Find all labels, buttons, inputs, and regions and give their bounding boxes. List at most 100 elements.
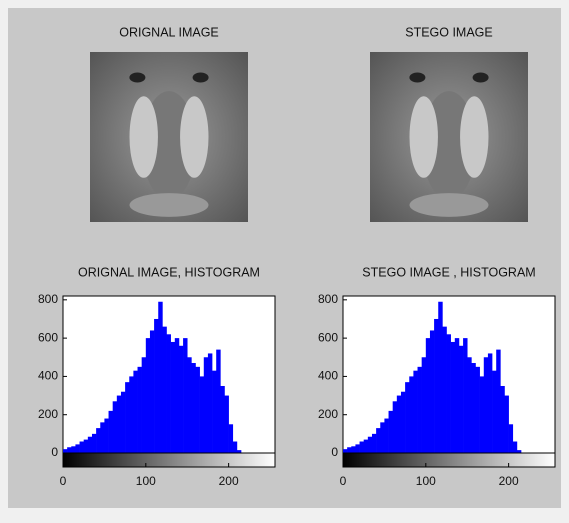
bar (195, 366, 200, 453)
y-tick-label: 400 (38, 369, 58, 383)
bar (191, 363, 196, 453)
bar (87, 436, 93, 453)
bar (458, 345, 464, 453)
bar (396, 395, 402, 453)
bar (141, 357, 147, 453)
bar (438, 301, 443, 453)
bar (475, 366, 480, 453)
image-cheek (409, 96, 438, 178)
bar (232, 441, 238, 453)
bar (442, 326, 447, 453)
x-tick-label: 0 (60, 474, 67, 488)
image (370, 52, 528, 222)
bar (479, 376, 485, 453)
bar (75, 444, 80, 453)
x-tick-label: 100 (416, 474, 436, 488)
bar (504, 395, 509, 453)
x-tick-label: 200 (499, 474, 519, 488)
y-tick-label: 800 (38, 292, 58, 306)
bar (343, 449, 348, 453)
bar (425, 338, 431, 453)
image (90, 52, 248, 222)
bar (500, 385, 505, 453)
bar (467, 357, 472, 453)
bar (405, 382, 410, 453)
bar (450, 341, 456, 453)
bar (429, 330, 435, 453)
chart-title: ORIGNAL IMAGE (119, 25, 219, 39)
bar (371, 433, 377, 453)
bar (149, 330, 155, 453)
bar (224, 395, 229, 453)
bar (359, 441, 365, 453)
bar (133, 370, 138, 453)
bar (347, 447, 352, 453)
y-tick-label: 600 (318, 330, 338, 344)
bar (83, 439, 89, 453)
bar (434, 318, 439, 453)
bar (187, 357, 192, 453)
bar (100, 422, 105, 453)
bar (463, 338, 468, 453)
bar (236, 450, 242, 453)
chart-title: STEGO IMAGE , HISTOGRAM (362, 265, 535, 279)
bar (108, 410, 113, 453)
bar (199, 376, 205, 453)
bar (216, 349, 221, 453)
bar (203, 357, 209, 453)
bar (376, 428, 381, 453)
bar (220, 385, 225, 453)
bar (63, 449, 68, 453)
image-eye (472, 72, 489, 83)
chart-title: STEGO IMAGE (405, 25, 493, 39)
bar (496, 349, 501, 453)
bar (483, 357, 489, 453)
bar (454, 338, 460, 453)
bar (162, 326, 167, 453)
bar (125, 382, 130, 453)
image-cheek (129, 96, 158, 178)
bar (367, 436, 373, 453)
image-cheek (460, 96, 489, 178)
bar (355, 444, 360, 453)
y-tick-label: 600 (38, 330, 58, 344)
image-cheek (180, 96, 209, 178)
bar (104, 418, 109, 453)
x-tick-label: 200 (219, 474, 239, 488)
image-eye (192, 72, 209, 83)
bar (137, 366, 142, 453)
bar (384, 418, 389, 453)
image-eye (129, 72, 146, 83)
bar (67, 447, 72, 453)
bar (228, 424, 234, 453)
y-tick-label: 800 (318, 292, 338, 306)
y-tick-label: 200 (38, 407, 58, 421)
bar (212, 370, 217, 453)
bar (166, 334, 171, 453)
bar (79, 441, 85, 453)
chart-title: ORIGNAL IMAGE, HISTOGRAM (78, 265, 260, 279)
x-tick-label: 0 (340, 474, 347, 488)
y-tick-label: 200 (318, 407, 338, 421)
bar (417, 366, 422, 453)
bar (178, 345, 184, 453)
bar (71, 446, 76, 453)
bar (446, 334, 451, 453)
bar (91, 433, 97, 453)
bar (116, 395, 122, 453)
gray-scale-bar (62, 452, 276, 468)
bar (516, 450, 522, 453)
bar (400, 391, 406, 453)
image-mouth (409, 193, 489, 217)
bar (512, 441, 518, 453)
bar (388, 410, 393, 453)
bar (129, 376, 134, 453)
gray-scale-bar (342, 452, 556, 468)
bar (145, 338, 151, 453)
image-eye (409, 72, 426, 83)
bar (174, 338, 180, 453)
bar (508, 424, 514, 453)
bar (471, 363, 476, 453)
